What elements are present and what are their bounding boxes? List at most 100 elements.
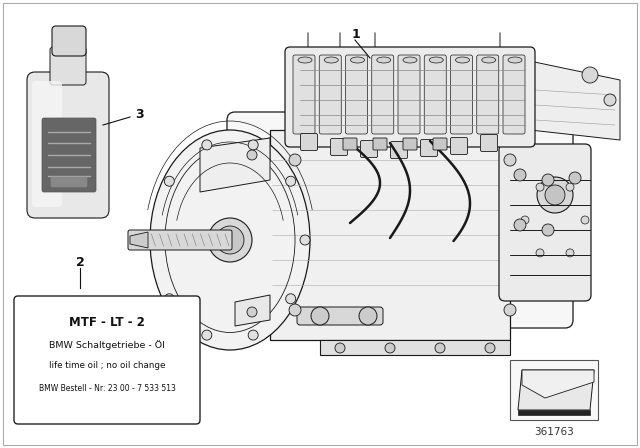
Circle shape (582, 67, 598, 83)
Text: 361763: 361763 (534, 427, 574, 437)
FancyBboxPatch shape (330, 138, 348, 155)
Circle shape (536, 183, 544, 191)
Circle shape (248, 330, 258, 340)
Circle shape (359, 307, 377, 325)
Circle shape (150, 235, 160, 245)
Polygon shape (518, 370, 594, 410)
Ellipse shape (377, 57, 391, 63)
Text: 1: 1 (351, 27, 360, 40)
Ellipse shape (403, 57, 417, 63)
Ellipse shape (150, 130, 310, 350)
Text: BMW Schaltgetriebe - Öl: BMW Schaltgetriebe - Öl (49, 340, 165, 350)
Circle shape (247, 150, 257, 160)
Circle shape (566, 183, 574, 191)
Circle shape (536, 249, 544, 257)
Circle shape (514, 169, 526, 181)
Circle shape (285, 176, 296, 186)
Circle shape (202, 330, 212, 340)
Circle shape (485, 343, 495, 353)
Ellipse shape (324, 57, 339, 63)
FancyBboxPatch shape (343, 138, 357, 150)
Circle shape (514, 219, 526, 231)
Circle shape (566, 249, 574, 257)
Circle shape (285, 294, 296, 304)
Circle shape (202, 140, 212, 150)
FancyBboxPatch shape (319, 55, 341, 134)
FancyBboxPatch shape (372, 55, 394, 134)
Text: MTF - LT - 2: MTF - LT - 2 (69, 315, 145, 328)
FancyBboxPatch shape (451, 55, 472, 134)
FancyBboxPatch shape (32, 81, 62, 207)
Circle shape (164, 176, 174, 186)
Circle shape (435, 343, 445, 353)
FancyBboxPatch shape (481, 134, 497, 151)
Polygon shape (522, 370, 594, 398)
FancyBboxPatch shape (293, 55, 315, 134)
FancyBboxPatch shape (398, 55, 420, 134)
Ellipse shape (508, 57, 522, 63)
Ellipse shape (456, 57, 470, 63)
FancyBboxPatch shape (403, 138, 417, 150)
Text: BMW Bestell - Nr: 23 00 - 7 533 513: BMW Bestell - Nr: 23 00 - 7 533 513 (38, 383, 175, 392)
FancyBboxPatch shape (51, 177, 87, 187)
FancyBboxPatch shape (14, 296, 200, 424)
Circle shape (208, 218, 252, 262)
FancyBboxPatch shape (27, 72, 109, 218)
Circle shape (164, 294, 174, 304)
Text: 2: 2 (76, 255, 84, 268)
Circle shape (504, 304, 516, 316)
Circle shape (604, 94, 616, 106)
Polygon shape (235, 138, 270, 168)
FancyBboxPatch shape (52, 26, 86, 56)
FancyBboxPatch shape (50, 47, 86, 85)
Bar (510, 360, 598, 420)
FancyBboxPatch shape (424, 55, 446, 134)
Circle shape (385, 343, 395, 353)
Circle shape (545, 185, 565, 205)
FancyBboxPatch shape (285, 47, 535, 147)
Polygon shape (518, 410, 590, 415)
Circle shape (289, 154, 301, 166)
Ellipse shape (429, 57, 444, 63)
FancyBboxPatch shape (433, 138, 447, 150)
FancyBboxPatch shape (499, 144, 591, 301)
Polygon shape (130, 232, 148, 248)
Polygon shape (235, 295, 270, 326)
Circle shape (335, 343, 345, 353)
FancyBboxPatch shape (373, 138, 387, 150)
Polygon shape (200, 138, 270, 192)
Polygon shape (525, 60, 620, 140)
FancyBboxPatch shape (128, 230, 232, 250)
Bar (270, 130, 510, 340)
Circle shape (542, 174, 554, 186)
Circle shape (569, 172, 581, 184)
FancyBboxPatch shape (301, 134, 317, 151)
FancyBboxPatch shape (346, 55, 367, 134)
FancyBboxPatch shape (503, 55, 525, 134)
Circle shape (542, 224, 554, 236)
Circle shape (521, 216, 529, 224)
Circle shape (247, 307, 257, 317)
FancyBboxPatch shape (227, 112, 573, 328)
Ellipse shape (482, 57, 496, 63)
Ellipse shape (351, 57, 365, 63)
Ellipse shape (298, 57, 312, 63)
Circle shape (537, 177, 573, 213)
FancyBboxPatch shape (42, 118, 96, 192)
Circle shape (581, 216, 589, 224)
Polygon shape (320, 340, 510, 355)
Circle shape (289, 304, 301, 316)
FancyBboxPatch shape (297, 307, 383, 325)
Circle shape (248, 140, 258, 150)
FancyBboxPatch shape (420, 139, 438, 156)
FancyBboxPatch shape (451, 138, 467, 155)
Circle shape (216, 226, 244, 254)
Circle shape (311, 307, 329, 325)
Text: life time oil ; no oil change: life time oil ; no oil change (49, 361, 165, 370)
Circle shape (504, 154, 516, 166)
Circle shape (300, 235, 310, 245)
FancyBboxPatch shape (360, 141, 378, 158)
Text: 3: 3 (136, 108, 144, 121)
FancyBboxPatch shape (390, 142, 408, 159)
FancyBboxPatch shape (477, 55, 499, 134)
